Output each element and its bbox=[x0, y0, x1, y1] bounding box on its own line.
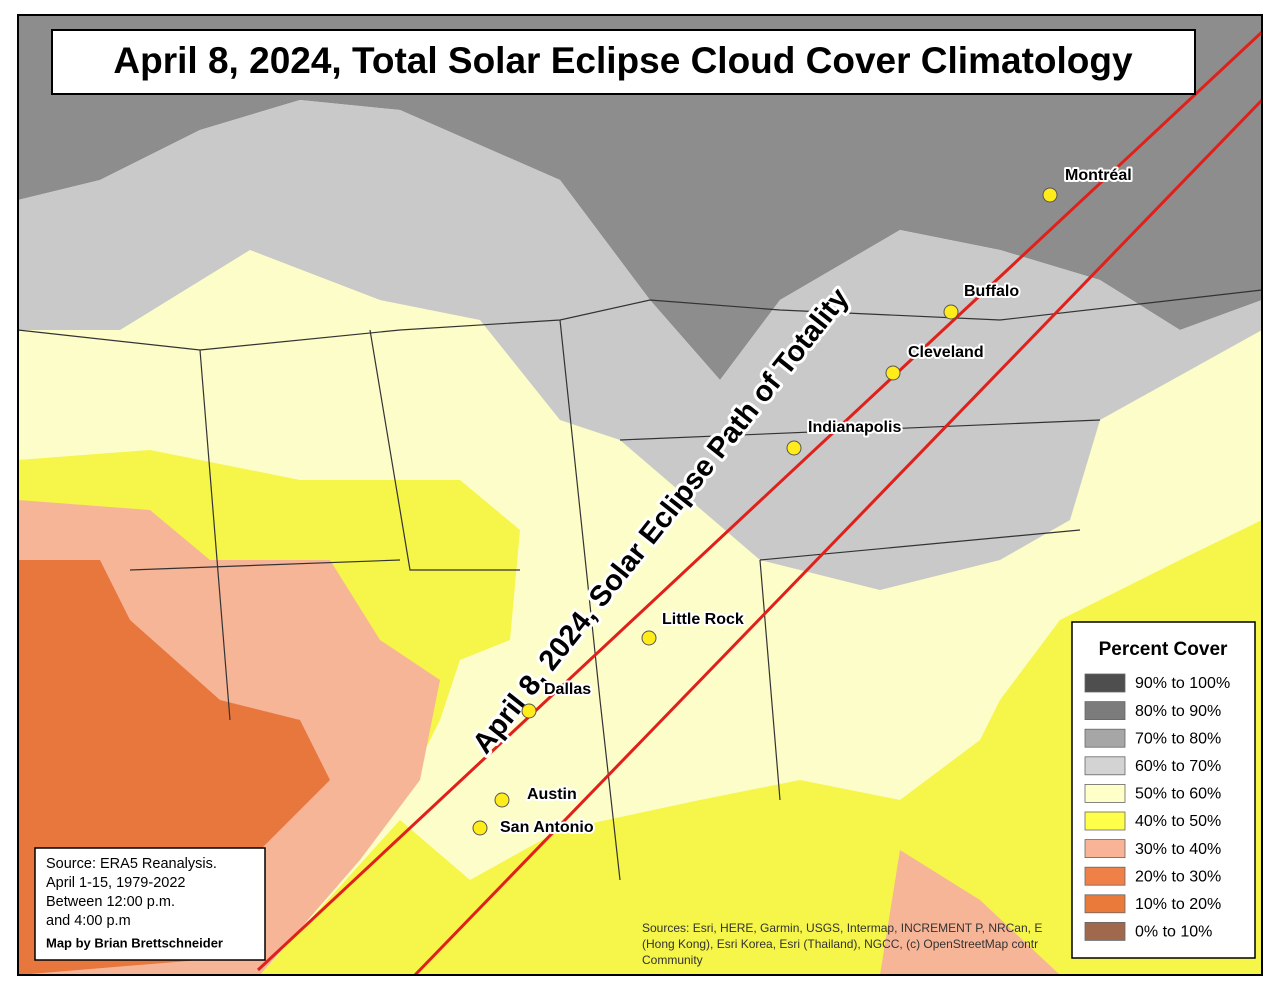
legend-label: 20% to 30% bbox=[1135, 868, 1221, 885]
cities: Montréal Buffalo Cleveland Indianapolis Litt… bbox=[472, 165, 1134, 838]
city-marker bbox=[786, 440, 802, 456]
city-marker bbox=[943, 304, 959, 320]
source-line: Between 12:00 p.m. bbox=[46, 894, 175, 910]
legend-label: 30% to 40% bbox=[1135, 841, 1221, 858]
city-marker bbox=[1042, 187, 1058, 203]
legend-swatch bbox=[1084, 811, 1126, 831]
city-label: San Antonio bbox=[500, 819, 594, 836]
source-line: April 1-15, 1979-2022 bbox=[46, 875, 185, 891]
city-marker bbox=[885, 365, 901, 381]
legend-label: 10% to 20% bbox=[1135, 896, 1221, 913]
borders bbox=[18, 289, 1262, 881]
city-marker bbox=[494, 792, 510, 808]
city-marker bbox=[472, 820, 488, 836]
legend-label: 40% to 50% bbox=[1135, 813, 1221, 830]
path-boundary bbox=[256, 30, 1262, 972]
city-label: Little Rock bbox=[662, 611, 744, 628]
cover-region bbox=[260, 520, 1262, 975]
basemap bbox=[18, 15, 1262, 975]
legend-label: 60% to 70% bbox=[1135, 758, 1221, 775]
legend-label: 80% to 90% bbox=[1135, 703, 1221, 720]
legend-label: 70% to 80% bbox=[1135, 730, 1221, 747]
city-label: Montréal bbox=[1065, 167, 1132, 184]
legend-label: 90% to 100% bbox=[1135, 675, 1230, 692]
legend-title: Percent Cover bbox=[1099, 639, 1228, 660]
legend-swatch bbox=[1084, 728, 1126, 748]
city-marker bbox=[641, 630, 657, 646]
legend-label: 50% to 60% bbox=[1135, 786, 1221, 803]
source: Source: ERA5 Reanalysis. April 1-15, 1979… bbox=[46, 856, 223, 951]
frame bbox=[17, 14, 1263, 976]
legend-swatch bbox=[1084, 784, 1126, 803]
source-line: Source: ERA5 Reanalysis. bbox=[46, 856, 217, 872]
legend-swatch bbox=[1084, 866, 1126, 886]
legend-swatch bbox=[1084, 701, 1126, 720]
city-label: Buffalo bbox=[964, 283, 1019, 300]
city-label: Indianapolis bbox=[808, 419, 901, 436]
cover-region bbox=[18, 100, 1262, 590]
legend-items: 90% to 100% 80% to 90% 70% to 80% 60% to 70… bbox=[1084, 673, 1230, 941]
title: April 8, 2024, Total Solar Eclipse Cloud… bbox=[113, 40, 1133, 81]
attribution: Sources: Esri, HERE, Garmin, USGS, Inter… bbox=[642, 921, 1042, 967]
legend-swatch bbox=[1084, 839, 1126, 858]
legend-swatch bbox=[1084, 673, 1126, 693]
attribution-line: Community bbox=[642, 953, 703, 967]
legend-swatch bbox=[1084, 894, 1126, 914]
title-box bbox=[51, 29, 1196, 95]
path-boundary bbox=[413, 98, 1262, 975]
legend-swatch bbox=[1084, 922, 1126, 941]
city-marker bbox=[521, 703, 537, 719]
city-label: Dallas bbox=[544, 681, 591, 698]
city-label: Cleveland bbox=[908, 344, 984, 361]
legend-label: 0% to 10% bbox=[1135, 924, 1212, 941]
credit: Map by Brian Brettschneider bbox=[46, 935, 223, 950]
legend-swatch bbox=[1084, 756, 1126, 776]
cover-region bbox=[880, 850, 1060, 975]
city-label: Austin bbox=[527, 786, 577, 803]
source-line: and 4:00 p.m bbox=[46, 913, 131, 929]
source-box bbox=[34, 847, 266, 961]
attribution-line: (Hong Kong), Esri Korea, Esri (Thailand)… bbox=[642, 937, 1038, 951]
cover-region bbox=[18, 15, 1262, 380]
attribution-line: Sources: Esri, HERE, Garmin, USGS, Inter… bbox=[642, 921, 1042, 935]
